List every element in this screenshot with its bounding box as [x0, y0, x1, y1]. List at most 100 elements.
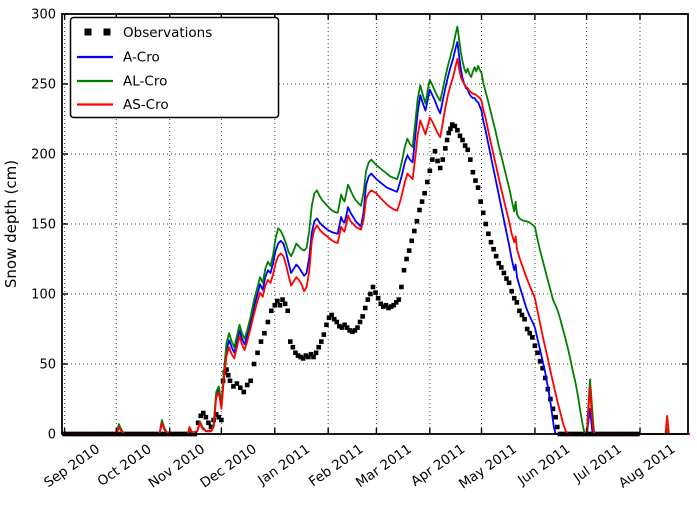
y-tick-label: 250	[31, 78, 56, 93]
observation-marker	[496, 260, 502, 266]
observation-marker	[365, 297, 371, 302]
observation-marker	[435, 158, 440, 164]
y-tick-label: 100	[31, 288, 56, 303]
observation-marker	[213, 412, 219, 417]
observation-marker	[203, 414, 209, 420]
observation-marker	[414, 218, 420, 224]
observation-marker	[251, 361, 257, 367]
x-tick-label: Oct 2010	[95, 441, 155, 490]
observation-marker	[381, 304, 386, 309]
observation-marker	[542, 375, 548, 381]
observation-marker	[238, 385, 243, 391]
observation-marker	[373, 290, 378, 295]
observation-marker	[388, 304, 394, 309]
observation-marker	[375, 295, 381, 301]
observation-marker	[409, 238, 415, 244]
observation-marker	[460, 137, 465, 143]
observation-marker	[444, 137, 450, 143]
observation-marker	[470, 169, 476, 175]
y-axis-label: Snow depth (cm)	[2, 160, 20, 288]
observation-marker	[527, 330, 533, 336]
observation-marker	[244, 382, 250, 388]
x-tick-label: Jun 2011	[514, 441, 573, 489]
x-tick-label: Jan 2011	[254, 441, 313, 489]
legend-label-al-cro: AL-Cro	[123, 74, 167, 90]
observation-marker	[277, 302, 283, 308]
observation-marker	[313, 350, 319, 356]
observation-marker	[357, 319, 363, 325]
observation-marker	[468, 157, 473, 162]
observation-marker	[511, 295, 517, 301]
observation-marker	[241, 389, 247, 395]
observation-marker	[290, 344, 296, 350]
al-cro-line	[62, 25, 690, 435]
observation-marker	[347, 328, 353, 333]
observation-marker	[311, 354, 316, 360]
observation-marker	[555, 424, 560, 430]
observation-marker	[331, 316, 337, 322]
observation-marker	[316, 344, 322, 350]
observation-marker	[198, 413, 203, 419]
observation-marker	[300, 356, 306, 361]
observation-marker	[272, 302, 278, 308]
observation-marker	[269, 308, 274, 314]
observation-marker	[298, 354, 303, 360]
observation-marker	[391, 302, 396, 308]
y-tick-label: 50	[39, 358, 56, 373]
observation-marker	[501, 270, 507, 276]
observation-marker	[480, 210, 486, 216]
observation-marker	[360, 314, 365, 319]
observations-points	[62, 122, 640, 437]
observation-marker	[401, 267, 407, 273]
observation-marker	[437, 165, 443, 171]
axes-frame	[61, 13, 689, 435]
observation-marker	[224, 367, 229, 372]
observation-marker	[324, 322, 329, 328]
observation-marker	[326, 315, 332, 321]
legend-entry-observations: Observations	[84, 25, 212, 41]
observation-marker	[478, 199, 483, 204]
observation-marker	[446, 130, 452, 136]
observation-marker	[427, 168, 433, 174]
observation-marker	[287, 339, 293, 344]
x-tick-label: Sep 2010	[41, 441, 103, 491]
observation-marker	[519, 312, 525, 318]
observation-marker	[342, 322, 347, 328]
observation-marker	[419, 199, 425, 204]
observation-marker	[499, 265, 504, 270]
observation-marker	[265, 319, 271, 325]
observation-marker	[455, 127, 460, 133]
observation-marker	[424, 179, 430, 185]
a-cro-line	[62, 41, 690, 435]
observation-marker	[350, 329, 355, 335]
observation-marker	[514, 300, 520, 305]
observation-marker	[432, 148, 438, 154]
observation-marker	[275, 298, 280, 304]
observation-marker	[295, 353, 301, 358]
observation-marker	[457, 133, 463, 139]
observation-marker	[506, 280, 512, 286]
y-tick-label: 300	[31, 8, 56, 23]
observation-marker	[383, 302, 389, 308]
legend: Observations A-Cro AL-Cro AS-Cro	[69, 16, 280, 119]
legend-label-a-cro: A-Cro	[123, 50, 160, 66]
observation-marker	[368, 291, 373, 297]
observation-marker	[540, 365, 545, 371]
observation-marker	[329, 312, 334, 318]
observation-marker	[306, 354, 311, 360]
observation-marker	[396, 297, 402, 302]
observation-marker	[206, 420, 211, 426]
y-tick-label: 0	[48, 428, 56, 443]
observation-marker	[208, 424, 214, 430]
observation-marker	[452, 123, 458, 129]
y-tick-label: 200	[31, 148, 56, 163]
observation-marker	[248, 378, 253, 384]
observation-marker	[285, 308, 290, 314]
y-tick-label: 150	[31, 218, 56, 233]
observation-marker	[200, 410, 206, 416]
observation-marker	[355, 325, 360, 330]
x-tick-label: Nov 2010	[146, 441, 208, 491]
observation-marker	[404, 256, 409, 262]
observation-marker	[530, 335, 535, 340]
